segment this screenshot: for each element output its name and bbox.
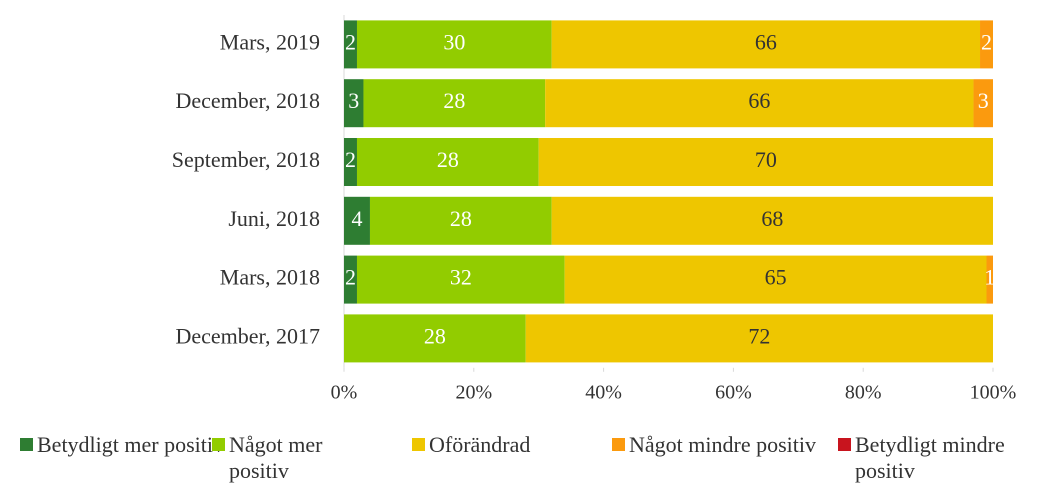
bar-segment	[344, 138, 357, 186]
legend-item: Oförändrad	[412, 432, 609, 458]
bar-segment	[369, 196, 552, 245]
data-label: 2	[345, 29, 356, 54]
legend: Betydligt mer positiv Något mer positiv Of…	[0, 432, 1062, 502]
bar-segment	[538, 138, 993, 186]
bar-segment	[551, 196, 993, 245]
x-tick-label: 0%	[331, 381, 358, 403]
category-label: Mars, 2018	[220, 265, 320, 290]
data-label: 3	[348, 88, 359, 113]
category-label: Mars, 2019	[220, 29, 320, 54]
bar-segment	[545, 79, 974, 128]
bar-segment	[344, 79, 364, 128]
legend-item: Betydligt mindre positiv	[838, 432, 1045, 484]
legend-label: Betydligt mindre positiv	[855, 432, 1005, 483]
legend-item: Betydligt mer positiv	[20, 432, 227, 458]
data-label: 28	[424, 323, 446, 348]
legend-label: Betydligt mer positiv	[37, 432, 224, 457]
legend-swatch	[838, 438, 851, 451]
data-label: 2	[981, 29, 992, 54]
legend-item: Något mer positiv	[212, 432, 379, 484]
data-label: 2	[345, 147, 356, 172]
category-label: September, 2018	[172, 147, 320, 172]
data-label: 32	[450, 265, 472, 290]
bar-segment	[344, 20, 357, 69]
data-label: 4	[351, 206, 362, 231]
legend-swatch	[412, 438, 425, 451]
bar-segment	[564, 255, 987, 304]
x-tick-label: 80%	[845, 381, 882, 403]
data-label: 66	[755, 29, 777, 54]
bar-segment	[986, 255, 993, 304]
data-label: 1	[984, 265, 995, 290]
data-label: 2	[345, 265, 356, 290]
x-tick-label: 40%	[585, 381, 622, 403]
data-label: 66	[748, 88, 770, 113]
data-label: 72	[748, 323, 770, 348]
bar-segment	[344, 196, 370, 245]
bar-segment	[551, 20, 981, 69]
data-label: 68	[761, 206, 783, 231]
legend-label: Något mer positiv	[229, 432, 323, 483]
chart: 0% 20% 40% 60% 80% 100% Mars, 2019 2 30 66 2 Decemb…	[172, 15, 1017, 403]
data-label: 70	[755, 147, 777, 172]
data-label: 28	[443, 88, 465, 113]
category-label: Juni, 2018	[228, 206, 320, 231]
bar-segment	[363, 79, 546, 128]
x-tick-label: 100%	[970, 381, 1017, 403]
bar-segment	[344, 255, 357, 304]
x-tick-label: 20%	[455, 381, 492, 403]
bar-segment	[356, 20, 552, 69]
bar-segment	[356, 255, 565, 304]
legend-label: Oförändrad	[429, 432, 531, 457]
legend-label: Något mindre positiv	[629, 432, 816, 457]
bar-segment	[356, 138, 539, 186]
x-tick-label: 60%	[715, 381, 752, 403]
legend-swatch	[212, 438, 225, 451]
data-label: 28	[437, 147, 459, 172]
category-label: December, 2018	[175, 88, 320, 113]
bar-segment	[344, 314, 526, 363]
legend-item: Något mindre positiv	[612, 432, 819, 458]
legend-swatch	[612, 438, 625, 451]
bar-segment	[525, 314, 993, 363]
bar-segment	[980, 20, 993, 69]
bar-segment	[973, 79, 993, 128]
category-label: December, 2017	[175, 323, 320, 348]
data-label: 30	[443, 29, 465, 54]
legend-swatch	[20, 438, 33, 451]
data-label: 3	[978, 88, 989, 113]
data-label: 65	[765, 265, 787, 290]
data-label: 28	[450, 206, 472, 231]
